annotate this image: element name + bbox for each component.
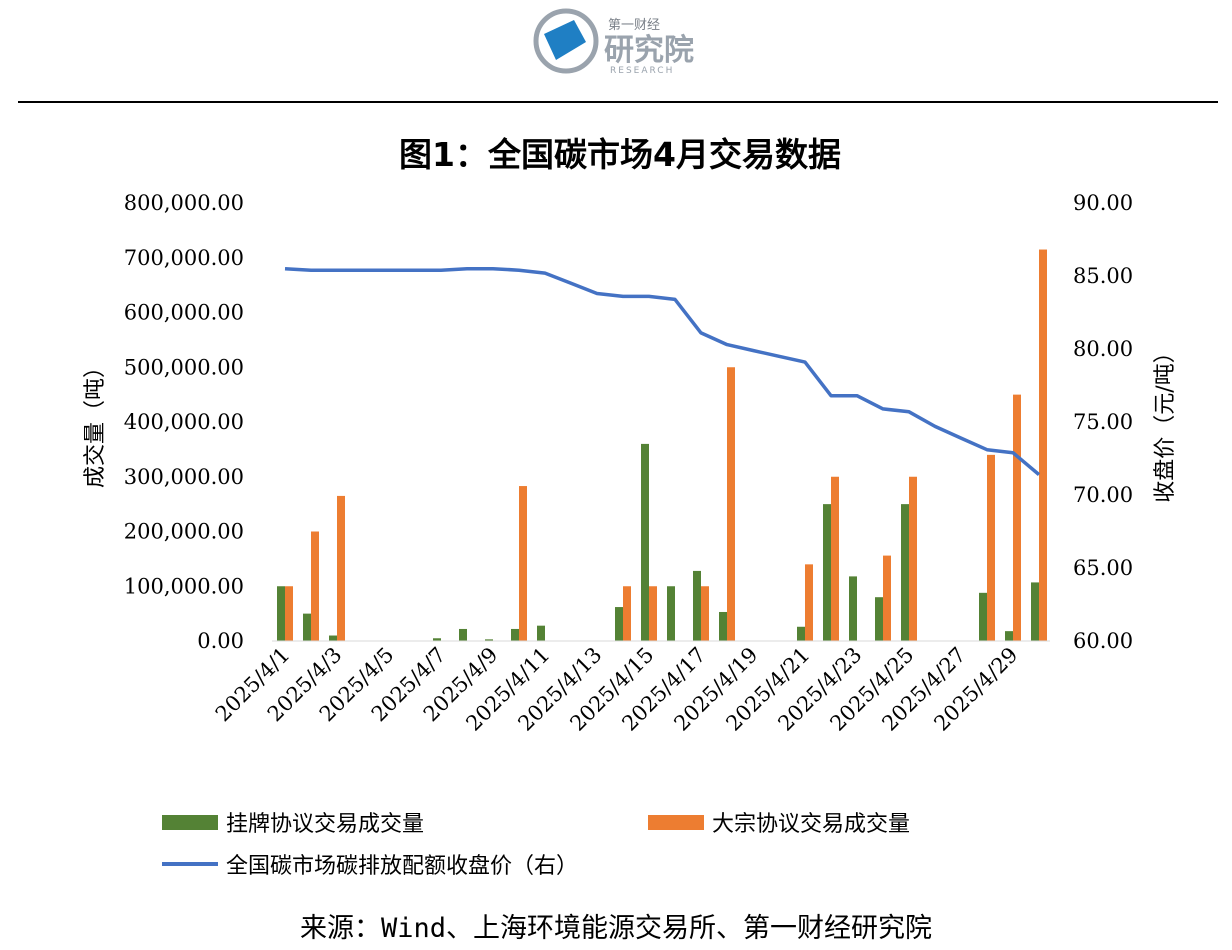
bar-listed [303,613,311,641]
bar-listed [1031,582,1039,641]
bar-listed [277,586,285,641]
left-tick-label: 600,000.00 [124,301,244,325]
price-line [284,266,1041,476]
right-tick-label: 75.00 [1073,410,1133,434]
right-tick-label: 65.00 [1073,556,1133,580]
bar-listed [459,628,467,641]
research-institute-logo: 第一财经 研究院 RESEARCH [533,8,694,76]
bar-listed [875,597,883,641]
bar-listed [849,576,857,641]
legend-swatch-price [162,862,218,866]
bar-block [623,586,631,641]
logo-sub-text: RESEARCH [610,66,674,76]
bar-listed [433,638,441,641]
chart-title: 图1：全国碳市场4月交易数据 [399,135,841,174]
right-axis-title: 收盘价（元/吨） [1153,341,1178,502]
bar-listed [979,592,987,641]
left-axis-ticks: 0.00 100,000.00 200,000.00 300,000.00 400,00… [124,191,244,653]
left-tick-label: 0.00 [197,629,244,653]
bar-listed [823,504,831,641]
legend-swatch-listed [162,814,218,830]
bar-block [285,586,293,641]
legend-swatch-block [648,814,704,830]
left-axis-title: 成交量（吨） [83,356,108,488]
bar-block [337,495,345,641]
bar-listed [719,611,727,641]
bar-block [649,586,657,641]
bar-block [987,454,995,641]
chart: 图1：全国碳市场4月交易数据 0.00 100,000.00 200,000.00 3… [83,135,1178,736]
right-tick-label: 80.00 [1073,337,1133,361]
bar-listed [615,607,623,641]
logo-small-text: 第一财经 [608,18,660,33]
bar-block [727,367,735,641]
right-tick-label: 85.00 [1073,264,1133,288]
x-axis-labels: 2025/4/12025/4/32025/4/52025/4/72025/4/9… [211,643,1023,736]
bar-block [831,476,839,641]
bar-listed [511,628,519,641]
bar-listed [667,586,675,641]
left-tick-label: 500,000.00 [124,355,244,379]
right-tick-label: 90.00 [1073,191,1133,215]
bar-listed [537,625,545,641]
right-axis-ticks: 60.00 65.00 70.00 75.00 80.00 85.00 90.00 [1073,191,1133,653]
bar-listed [797,626,805,641]
logo-emblem-icon [544,20,586,60]
header-divider [18,101,1218,103]
left-tick-label: 100,000.00 [124,574,244,598]
bar-block [883,555,891,641]
bar-listed [485,639,493,641]
bar-block [519,486,527,641]
legend-item-price: 全国碳市场碳排放配额收盘价（右） [162,848,578,880]
left-tick-label: 700,000.00 [124,246,244,270]
logo-main-text: 研究院 [604,33,694,68]
bar-block [311,531,319,641]
bar-listed [901,504,909,641]
right-tick-label: 70.00 [1073,483,1133,507]
bar-listed [329,635,337,641]
bar-listed [1005,631,1013,641]
bar-block [1039,249,1047,641]
bar-block [909,476,917,641]
source-note: 来源：Wind、上海环境能源交易所、第一财经研究院 [299,913,933,944]
bar-listed [641,443,649,641]
legend-label-block: 大宗协议交易成交量 [712,812,911,837]
left-tick-label: 800,000.00 [124,191,244,215]
bars [277,249,1047,641]
bar-block [1013,394,1021,641]
legend-label-price: 全国碳市场碳排放配额收盘价（右） [226,854,579,879]
left-tick-label: 300,000.00 [124,465,244,489]
bar-listed [693,570,701,641]
legend-item-listed: 挂牌协议交易成交量 [162,806,424,838]
bar-block [805,564,813,641]
bar-block [701,586,709,641]
legend-label-listed: 挂牌协议交易成交量 [226,812,425,837]
left-tick-label: 400,000.00 [124,410,244,434]
legend-item-block: 大宗协议交易成交量 [648,806,910,838]
right-tick-label: 60.00 [1073,629,1133,653]
left-tick-label: 200,000.00 [124,520,244,544]
